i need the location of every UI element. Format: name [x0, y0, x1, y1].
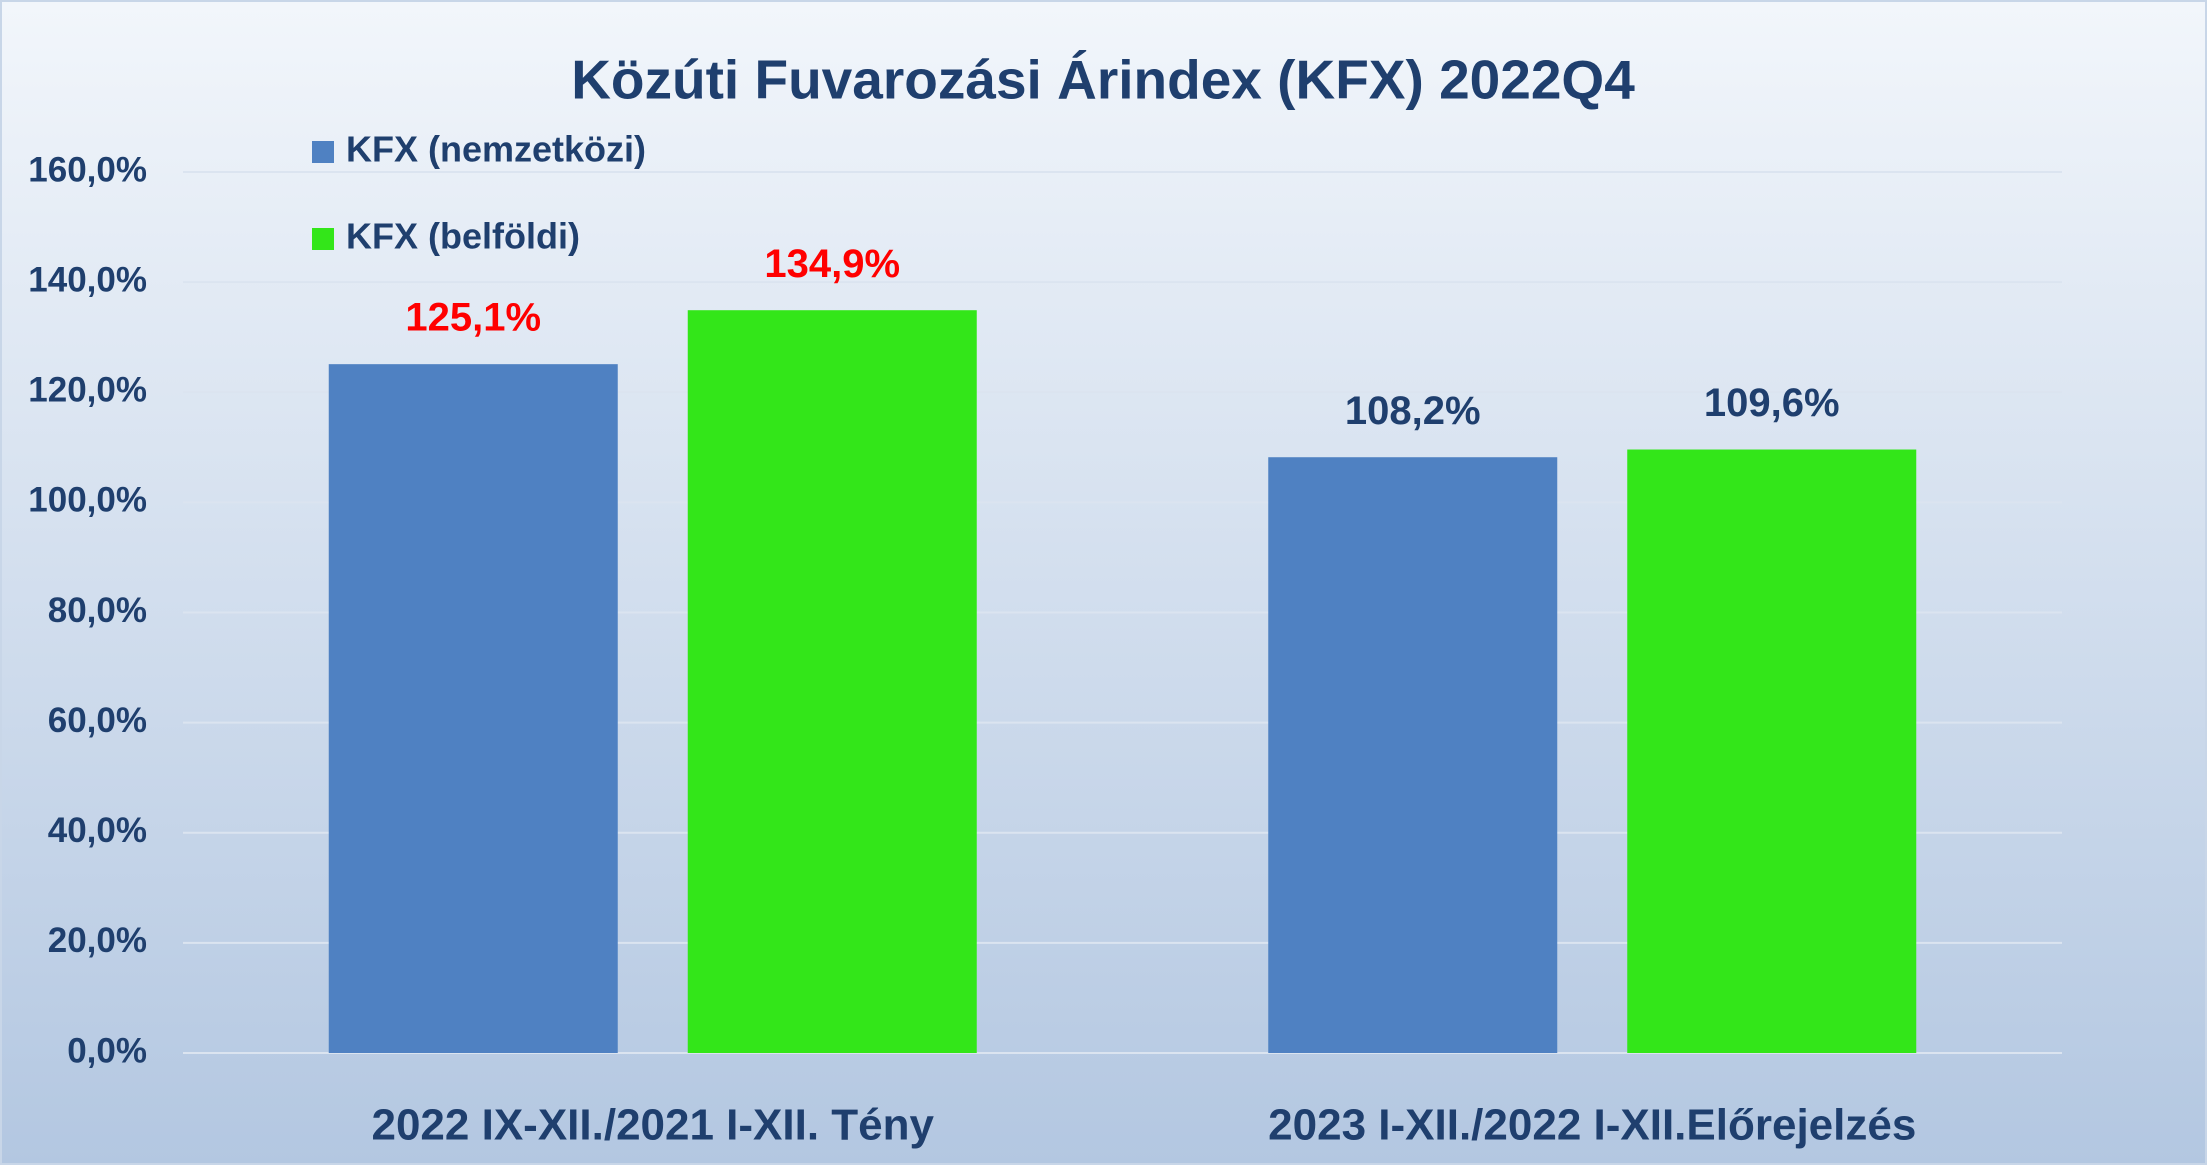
- value-label: 109,6%: [1704, 381, 1840, 425]
- x-tick-label: 2022 IX-XII./2021 I-XII. Tény: [371, 1101, 934, 1150]
- x-tick-label: 2023 I-XII./2022 I-XII.Előrejelzés: [1268, 1101, 1916, 1150]
- y-tick-label: 80,0%: [48, 591, 147, 630]
- y-tick-label: 0,0%: [67, 1031, 147, 1070]
- y-tick-label: 40,0%: [48, 811, 147, 850]
- bar: [687, 310, 977, 1053]
- y-tick-label: 140,0%: [28, 260, 147, 299]
- y-tick-label: 20,0%: [48, 921, 147, 960]
- y-tick-label: 100,0%: [28, 481, 147, 520]
- y-tick-label: 60,0%: [48, 701, 147, 740]
- chart-title: Közúti Fuvarozási Árindex (KFX) 2022Q4: [571, 49, 1635, 111]
- value-label: 134,9%: [764, 242, 900, 286]
- value-label: 108,2%: [1345, 389, 1481, 433]
- legend-marker: [312, 141, 334, 163]
- value-label: 125,1%: [405, 296, 541, 340]
- legend-marker: [312, 228, 334, 250]
- bar: [1627, 449, 1917, 1053]
- y-tick-label: 160,0%: [28, 150, 147, 189]
- legend-label: KFX (nemzetközi): [346, 129, 646, 170]
- bar: [328, 364, 618, 1054]
- legend-label: KFX (belföldi): [346, 216, 580, 257]
- y-tick-label: 120,0%: [28, 371, 147, 410]
- bar: [1268, 457, 1558, 1053]
